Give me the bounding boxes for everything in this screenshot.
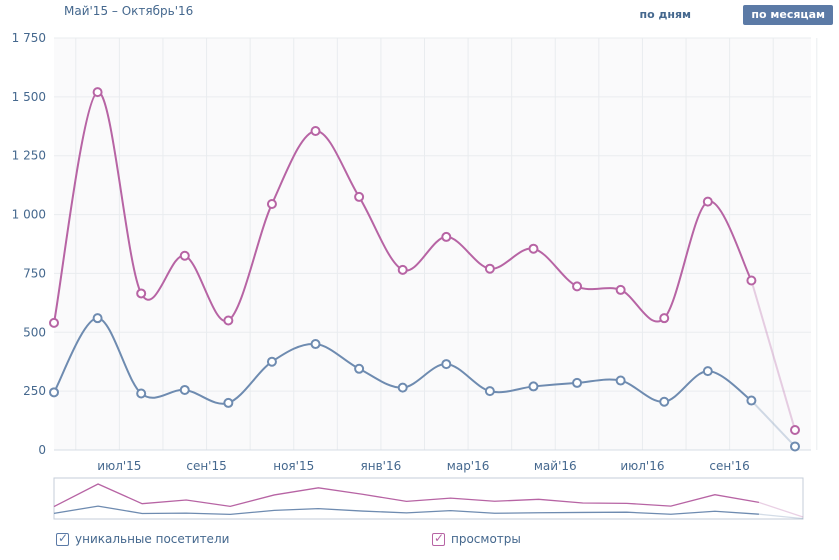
data-point — [441, 359, 452, 370]
data-point — [92, 313, 103, 324]
navigator-line-partial — [758, 501, 804, 518]
data-point — [659, 313, 670, 324]
data-point — [484, 386, 495, 397]
data-point — [441, 231, 452, 242]
data-point — [49, 317, 59, 328]
data-point — [223, 397, 234, 408]
y-tick-label: 1 750 — [12, 31, 46, 45]
series-line-partial — [750, 280, 796, 431]
visitors-checkbox[interactable] — [56, 531, 69, 546]
data-point — [397, 382, 408, 393]
x-tick-label: сен'16 — [709, 459, 749, 473]
y-tick-label: 1 500 — [12, 90, 46, 104]
data-point — [746, 275, 757, 286]
y-tick-label: 0 — [38, 443, 46, 457]
data-point — [484, 263, 495, 274]
data-point — [136, 288, 147, 299]
by-months-button[interactable]: по месяцам — [743, 5, 833, 25]
date-range-label: Май'15 – Октябрь'16 — [64, 4, 194, 18]
line-chart: 0 250 500 750 1 000 1 250 1 500 1 750 июл'15 сен'… — [12, 31, 818, 520]
data-point — [179, 384, 190, 395]
y-tick-label: 250 — [23, 384, 46, 398]
data-point — [136, 388, 147, 399]
data-point — [49, 387, 59, 398]
x-tick-label: сен'15 — [186, 459, 226, 473]
data-point — [354, 191, 365, 202]
x-tick-label: мар'16 — [447, 459, 490, 473]
data-point — [702, 366, 713, 377]
data-point — [528, 381, 539, 392]
views-checkbox[interactable] — [432, 531, 445, 546]
x-tick-label: ноя'15 — [273, 459, 314, 473]
data-point — [397, 264, 408, 275]
data-point — [790, 424, 800, 435]
by-days-button[interactable]: по дням — [639, 8, 691, 21]
data-point — [615, 375, 626, 386]
legend-views-label: просмотры — [451, 532, 521, 546]
data-point — [266, 356, 277, 367]
data-point — [702, 196, 713, 207]
x-tick-label: май'16 — [534, 459, 577, 473]
series-line-partial — [750, 399, 796, 448]
data-point — [92, 87, 103, 98]
navigator-line — [53, 483, 760, 508]
data-point — [310, 339, 321, 350]
data-point — [354, 363, 365, 374]
y-tick-label: 500 — [23, 325, 46, 339]
y-tick-label: 1 250 — [12, 149, 46, 163]
x-tick-label: июл'16 — [620, 459, 664, 473]
plot-area — [54, 38, 811, 450]
navigator-line-partial — [758, 513, 804, 520]
data-point — [179, 250, 190, 261]
data-point — [572, 377, 583, 388]
data-point — [310, 125, 321, 136]
data-point — [746, 395, 757, 406]
series-line — [53, 317, 753, 405]
data-point — [223, 315, 234, 326]
legend-visitors-label: уникальные посетители — [75, 532, 230, 546]
data-point — [266, 198, 277, 209]
data-point — [615, 284, 626, 295]
x-tick-label: янв'16 — [361, 459, 402, 473]
legend-visitors[interactable]: уникальные посетители — [56, 531, 230, 546]
x-tick-label: июл'15 — [97, 459, 141, 473]
data-point — [790, 441, 800, 452]
data-point — [572, 281, 583, 292]
data-point — [528, 243, 539, 254]
y-tick-label: 750 — [23, 266, 46, 280]
navigator-line — [53, 505, 759, 516]
y-tick-label: 1 000 — [12, 208, 46, 222]
legend-views[interactable]: просмотры — [432, 531, 521, 546]
data-point — [659, 396, 670, 407]
